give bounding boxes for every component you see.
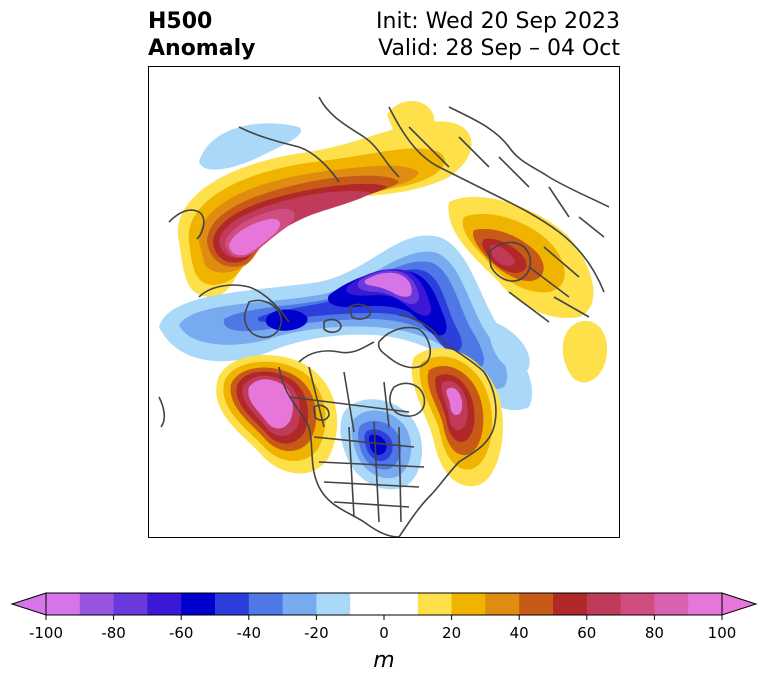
colorbar: -100 -80 -60 -40 -20 0 20 40 60 80 100 m xyxy=(0,580,768,684)
title-left: H500 Anomaly xyxy=(148,8,255,62)
colorbar-tick-label: -40 xyxy=(236,624,262,642)
colorbar-tick-label: 0 xyxy=(379,624,389,642)
east-yellow-patch xyxy=(562,320,608,383)
colorbar-bin xyxy=(46,593,81,615)
anomaly-map xyxy=(148,66,620,538)
colorbar-tick-label: 100 xyxy=(707,624,737,642)
anomaly-fields xyxy=(159,100,608,490)
colorbar-bin xyxy=(147,593,182,615)
colorbar-bin xyxy=(519,593,554,615)
title-field: Anomaly xyxy=(148,36,256,61)
title-variable: H500 xyxy=(148,9,213,34)
colorbar-unit: m xyxy=(373,648,395,673)
colorbar-bin xyxy=(350,593,385,615)
colorbar-tick-label: 20 xyxy=(442,624,462,642)
colorbar-tick-label: -20 xyxy=(304,624,329,642)
colorbar-tick-label: -100 xyxy=(28,624,64,642)
colorbar-bin xyxy=(316,593,351,615)
colorbar-bin xyxy=(553,593,588,615)
colorbar-bin xyxy=(620,593,655,615)
arctic-low xyxy=(159,235,533,411)
colorbar-bin xyxy=(451,593,486,615)
colorbar-bin xyxy=(384,593,419,615)
coastlines xyxy=(158,96,610,537)
colorbar-bin xyxy=(282,593,317,615)
colorbar-extend-max xyxy=(721,592,758,616)
colorbar-tick-label: 60 xyxy=(577,624,597,642)
siberia-ridge xyxy=(177,121,472,297)
arctic-ridge-cap xyxy=(387,100,435,136)
colorbar-bin xyxy=(248,593,284,615)
colorbar-tick-label: 40 xyxy=(509,624,529,642)
colorbar-bin xyxy=(79,593,115,615)
colorbar-extend-min xyxy=(10,592,47,616)
valid-time: Valid: 28 Sep – 04 Oct xyxy=(378,36,620,61)
colorbar-tick-label: -80 xyxy=(101,624,126,642)
colorbar-bin xyxy=(417,593,453,615)
colorbar-bin xyxy=(688,593,723,615)
wna-ridge xyxy=(216,355,338,474)
colorbar-bin xyxy=(586,593,622,615)
map-svg xyxy=(149,96,619,537)
title-right: Init: Wed 20 Sep 2023 Valid: 28 Sep – 04… xyxy=(376,8,620,62)
pacific-light-blue xyxy=(199,123,301,170)
colorbar-tick-label: -60 xyxy=(168,624,194,642)
colorbar-bin xyxy=(113,593,148,615)
europe-light-blue xyxy=(489,322,530,373)
init-time: Init: Wed 20 Sep 2023 xyxy=(376,9,620,34)
colorbar-bin xyxy=(181,593,216,615)
colorbar-tick-label: 80 xyxy=(644,624,664,642)
colorbar-bin xyxy=(215,593,250,615)
colorbar-bin xyxy=(485,593,520,615)
east-canada-ridge xyxy=(411,348,503,487)
colorbar-svg xyxy=(10,592,758,620)
colorbar-bin xyxy=(654,593,689,615)
